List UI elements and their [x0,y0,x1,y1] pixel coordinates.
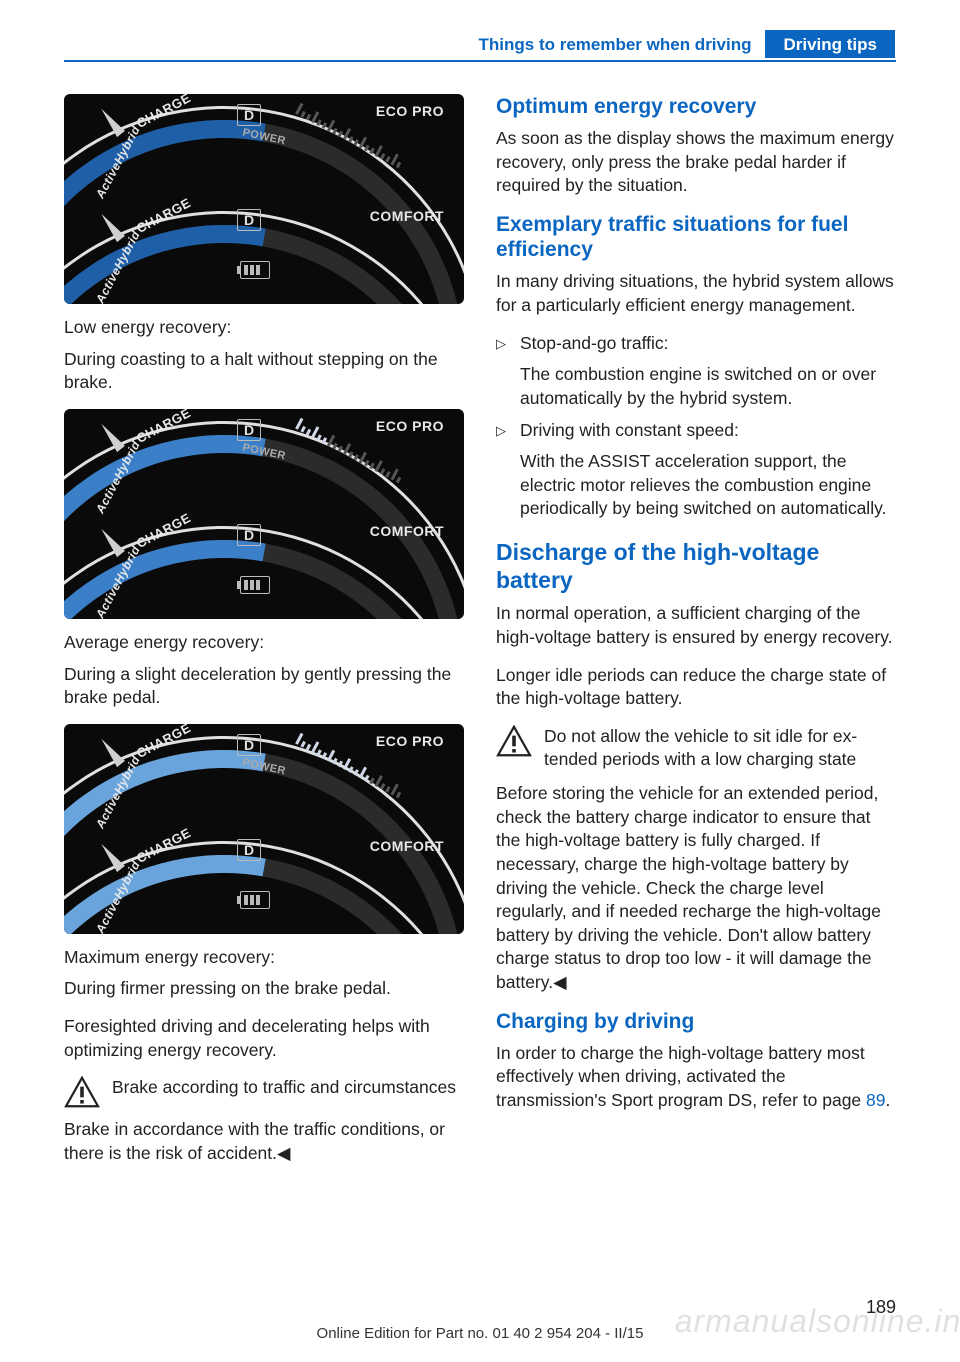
gauge-gear-d: D [237,524,261,546]
para-brake-accord: Brake in accordance with the traffic con… [64,1118,464,1165]
gauge-mode-eco: ECO PRO [376,417,444,436]
para-discharge1: In normal operation, a sufficient chargi… [496,602,896,649]
right-column: Optimum energy recovery As soon as the d… [496,94,896,1292]
caption-max: Maximum energy recovery: [64,946,464,970]
header-rule [64,60,896,62]
para-charging: In order to charge the high-voltage batt… [496,1042,896,1113]
bullet-title: Stop-and-go traffic: [520,332,896,356]
bullet-body: The combustion engine is switched on or … [520,363,896,410]
gauge-gear-d: D [237,734,261,756]
para-discharge2: Longer idle periods can reduce the charg… [496,664,896,711]
para-avg: During a slight deceleration by gently p… [64,663,464,710]
bullet-constant: ▷ Driving with constant speed: With the … [496,419,896,522]
bullet-marker-icon: ▷ [496,419,506,522]
warning-icon [496,725,532,757]
para-optimum: As soon as the display shows the maximum… [496,127,896,198]
gauge-max-energy: ActiveHybrid CHARGE POWER D ECO PRO Acti… [64,724,464,934]
warning-text: Do not allow the vehicle to sit idle for… [544,725,896,772]
header-section: Driving tips [765,30,895,58]
battery-icon [240,261,270,279]
content: ActiveHybrid CHARGE POWER D ECO PRO Acti… [64,94,896,1292]
warning-brake: Brake according to traffic and circum­st… [64,1076,464,1108]
battery-icon [240,891,270,909]
page-header: Things to remember when driving Driving … [479,30,896,58]
header-breadcrumb: Things to remember when driving [479,30,766,58]
battery-icon [240,576,270,594]
gauge-gear-d: D [237,839,261,861]
gauge-gear-d: D [237,209,261,231]
gauge-mode-comfort: COMFORT [370,522,444,541]
gauge-mode-eco: ECO PRO [376,732,444,751]
warning-text: Brake according to traffic and circum­st… [112,1076,456,1100]
left-column: ActiveHybrid CHARGE POWER D ECO PRO Acti… [64,94,464,1292]
bullet-marker-icon: ▷ [496,332,506,411]
gauge-mode-comfort: COMFORT [370,207,444,226]
gauge-mode-comfort: COMFORT [370,837,444,856]
footer-text: Online Edition for Part no. 01 40 2 954 … [0,1325,960,1342]
para-charging-b: . [886,1090,891,1110]
gauge-avg-energy: ActiveHybrid CHARGE POWER D ECO PRO Acti… [64,409,464,619]
gauge-mode-eco: ECO PRO [376,102,444,121]
heading-optimum: Optimum energy recovery [496,94,896,119]
heading-exemplary: Exemplary traffic situations for fuel ef… [496,212,896,262]
warning-icon [64,1076,100,1108]
warning-idle: Do not allow the vehicle to sit idle for… [496,725,896,772]
page-number: 189 [866,1297,896,1318]
para-foresight: Foresighted driving and decelerating hel… [64,1015,464,1062]
para-max: During firmer pressing on the brake peda… [64,977,464,1001]
caption-avg: Average energy recovery: [64,631,464,655]
gauge-gear-d: D [237,104,261,126]
para-exemplary: In many driving situations, the hybrid s… [496,270,896,317]
para-low: During coasting to a halt without steppi… [64,348,464,395]
bullet-title: Driving with constant speed: [520,419,896,443]
page-ref-link[interactable]: 89 [866,1090,885,1110]
gauge-low-energy: ActiveHybrid CHARGE POWER D ECO PRO Acti… [64,94,464,304]
gauge-gear-d: D [237,419,261,441]
para-charging-a: In order to charge the high-voltage batt… [496,1043,866,1110]
bullet-body: With the ASSIST acceleration support, th… [520,450,896,521]
para-storing: Before storing the vehicle for an extend… [496,782,896,995]
heading-discharge: Discharge of the high-voltage battery [496,539,896,594]
heading-charging: Charging by driving [496,1009,896,1034]
bullet-stopgo: ▷ Stop-and-go traffic: The combustion en… [496,332,896,411]
caption-low: Low energy recovery: [64,316,464,340]
